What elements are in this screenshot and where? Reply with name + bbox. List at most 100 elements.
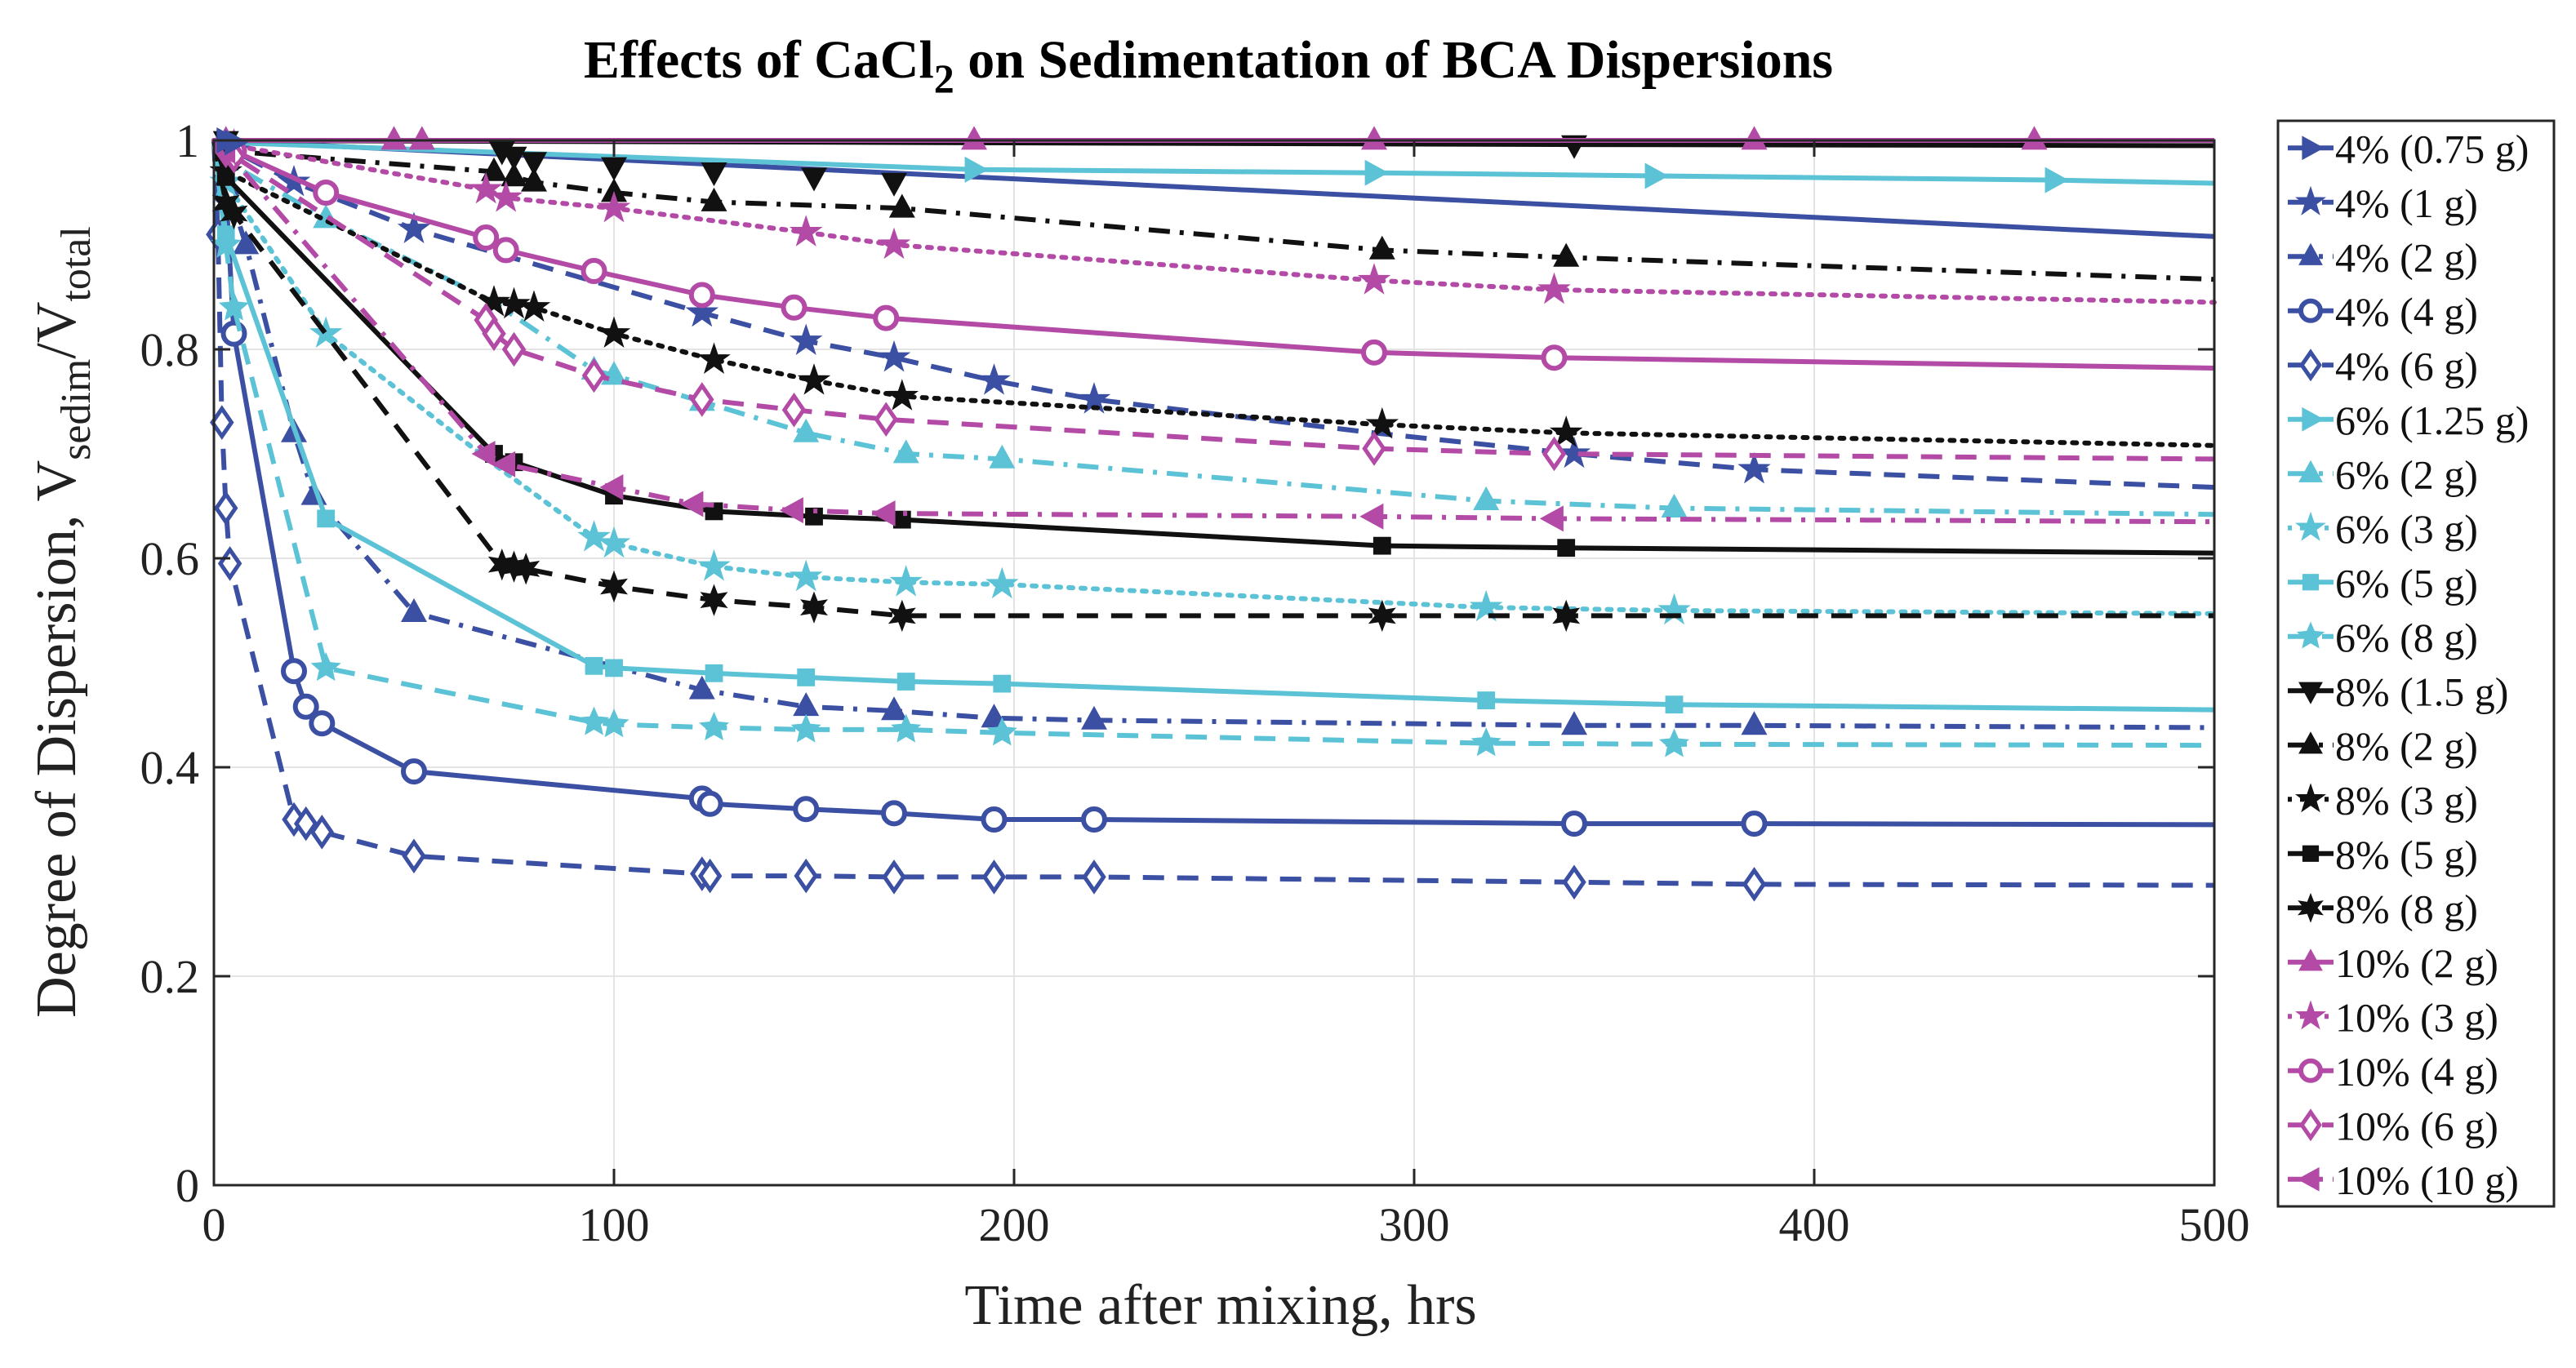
x-tick-label: 0	[202, 1198, 226, 1251]
series-marker	[1737, 451, 1771, 484]
series-marker	[2021, 126, 2048, 150]
legend-label: 4% (4 g)	[2335, 289, 2478, 335]
series-marker	[1552, 599, 1581, 633]
series-marker	[599, 570, 629, 603]
series-marker	[512, 553, 541, 585]
series-marker	[211, 229, 242, 258]
series-14	[211, 140, 2214, 633]
legend-swatch-marker	[2302, 406, 2325, 432]
series-marker	[1082, 859, 1106, 895]
legend-item: 10% (4 g)	[2288, 1049, 2498, 1095]
legend-item: 10% (3 g)	[2288, 994, 2498, 1040]
series-marker	[218, 291, 250, 321]
series-marker	[397, 211, 431, 244]
series-marker	[1549, 415, 1583, 447]
y-tick-label: 0.4	[140, 741, 200, 794]
legend-item: 4% (2 g)	[2288, 234, 2478, 280]
series-marker	[601, 157, 627, 181]
x-axis-label-text: Time after mixing, hrs	[964, 1274, 1476, 1337]
series-marker	[581, 358, 607, 393]
legend-item: 8% (2 g)	[2288, 723, 2478, 769]
legend-label: 8% (3 g)	[2335, 777, 2478, 823]
series-18	[212, 133, 2215, 472]
series-marker	[690, 382, 714, 417]
series-marker	[1081, 806, 1107, 833]
series-16	[211, 128, 2217, 305]
legend-swatch-marker	[2295, 783, 2326, 813]
series-line	[211, 138, 2217, 305]
series-marker	[781, 294, 808, 321]
series-marker	[873, 304, 900, 331]
series-marker	[805, 507, 823, 526]
series-marker	[471, 441, 496, 467]
series-marker	[1659, 728, 1689, 757]
series-marker	[477, 285, 511, 317]
legend-item: 6% (2 g)	[2288, 451, 2478, 497]
series-marker	[790, 713, 821, 743]
series-marker	[497, 286, 531, 319]
series-marker	[697, 858, 723, 894]
series-marker	[492, 237, 519, 264]
series-marker	[981, 806, 1008, 833]
series-marker	[961, 126, 987, 150]
series-marker	[1537, 272, 1571, 304]
series-marker	[877, 227, 911, 260]
series-marker	[1361, 126, 1387, 150]
legend-label: 6% (2 g)	[2335, 451, 2478, 497]
legend-label: 10% (6 g)	[2335, 1103, 2498, 1148]
legend-label: 10% (3 g)	[2335, 994, 2498, 1040]
series-marker	[1470, 727, 1502, 757]
series-marker	[877, 340, 911, 372]
x-tick-label: 100	[579, 1198, 650, 1251]
series-marker	[781, 392, 807, 428]
series-marker	[317, 509, 336, 528]
series-marker	[1553, 242, 1580, 267]
series-marker	[292, 693, 319, 720]
series-marker	[1365, 406, 1399, 439]
legend-item: 8% (3 g)	[2288, 777, 2478, 823]
series-marker	[473, 224, 500, 251]
series-marker	[402, 838, 426, 874]
legend-swatch-marker	[2298, 948, 2323, 971]
series-marker	[797, 363, 831, 395]
series-marker	[871, 500, 896, 526]
legend-item: 4% (6 g)	[2288, 343, 2478, 389]
series-marker	[220, 320, 247, 347]
series-marker	[1542, 436, 1567, 472]
series-marker	[701, 187, 727, 211]
legend-label: 8% (8 g)	[2335, 886, 2478, 931]
series-8	[211, 140, 2215, 714]
series-marker	[779, 497, 803, 524]
series-marker	[799, 591, 829, 624]
legend: 4% (0.75 g) 4% (1 g) 4% (2 g) 4% (4 g) 4% (6…	[2276, 119, 2556, 1208]
legend-item: 4% (0.75 g)	[2288, 126, 2529, 171]
series-marker	[881, 172, 907, 197]
series-marker	[793, 418, 820, 442]
y-axis-label-sub1: sedim	[53, 359, 100, 460]
series-marker	[977, 363, 1011, 395]
series-marker	[1368, 599, 1396, 633]
legend-swatch-marker	[2298, 242, 2323, 265]
series-marker	[697, 342, 731, 375]
y-tick-label: 0.2	[140, 950, 200, 1003]
series-marker	[492, 451, 516, 477]
legend-swatch-marker	[2295, 185, 2326, 215]
series-marker	[213, 491, 238, 526]
axes-layer: 0 100 200 300 400 500 0 0.2 0.4 0.6 0.8 1	[140, 114, 2250, 1251]
series-line	[211, 140, 2215, 731]
series-marker	[517, 290, 551, 322]
series-marker	[599, 473, 624, 500]
series-marker	[489, 180, 523, 212]
legend-label: 8% (5 g)	[2335, 832, 2478, 877]
legend-label: 4% (0.75 g)	[2335, 126, 2529, 171]
series-marker	[888, 193, 915, 218]
legend-swatch-marker	[2298, 460, 2323, 482]
x-axis-label: Time after mixing, hrs	[964, 1274, 1476, 1337]
legend-swatch-marker	[2298, 682, 2323, 704]
series-marker	[482, 316, 506, 352]
series-marker	[892, 510, 911, 529]
legend-label: 6% (1.25 g)	[2335, 398, 2529, 443]
series-marker	[1469, 589, 1503, 622]
series-marker	[888, 599, 916, 633]
